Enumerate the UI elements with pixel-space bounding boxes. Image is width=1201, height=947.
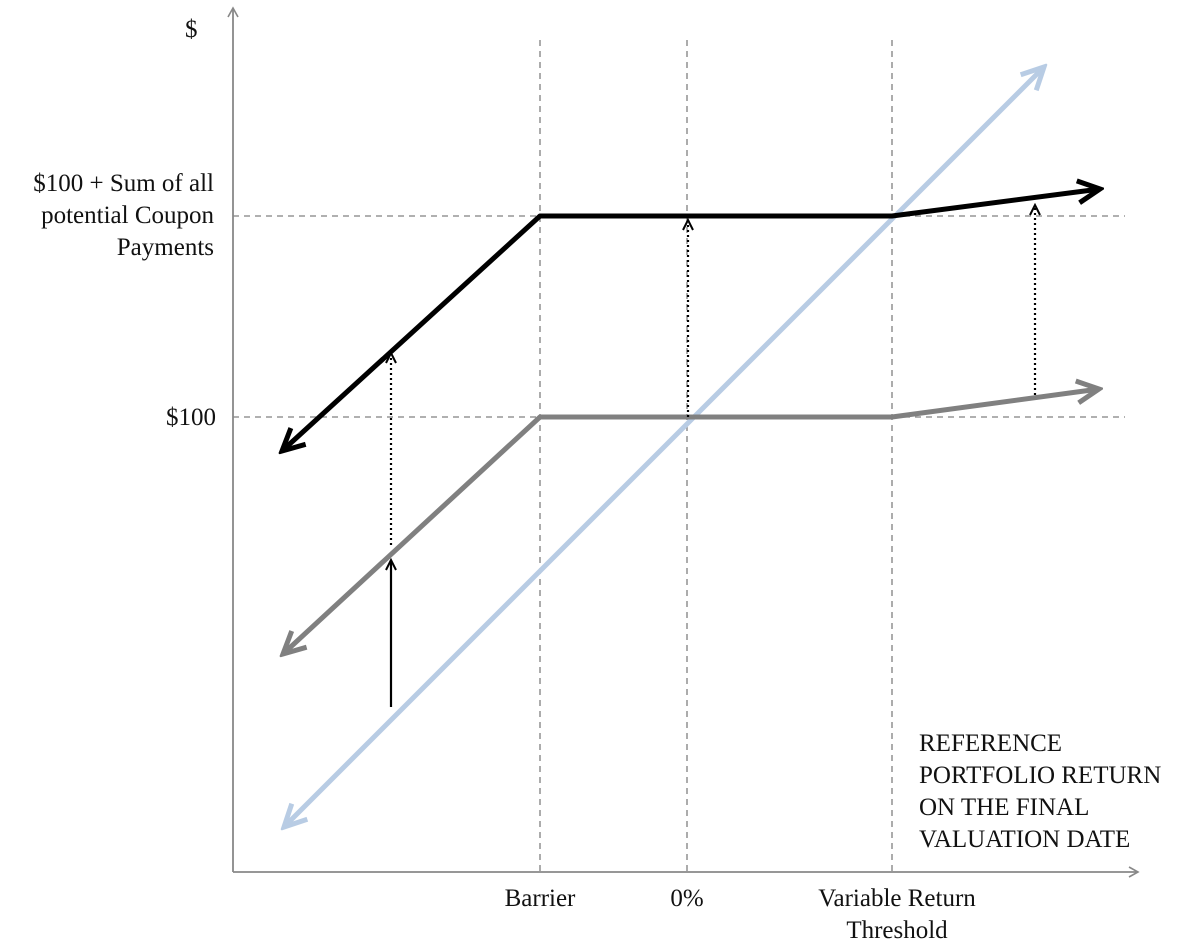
x-tick-label-zero: 0%	[670, 885, 704, 912]
x-tick-label-threshold: Variable Return Threshold	[818, 885, 976, 944]
series-line-reference	[284, 67, 1044, 827]
annotation-arrows	[391, 205, 1035, 707]
series-line-gray	[283, 389, 1099, 654]
y-tick-label-100: $100	[166, 404, 216, 431]
series-line-black	[282, 189, 1100, 451]
x-axis-title: REFERENCE PORTFOLIO RETURN ON THE FINAL …	[919, 730, 1162, 853]
y-tick-label-coupon: $100 + Sum of all potential Coupon Payme…	[33, 170, 214, 261]
axes	[227, 6, 1140, 878]
x-tick-label-barrier: Barrier	[504, 885, 576, 912]
y-axis-label: $	[185, 16, 198, 43]
